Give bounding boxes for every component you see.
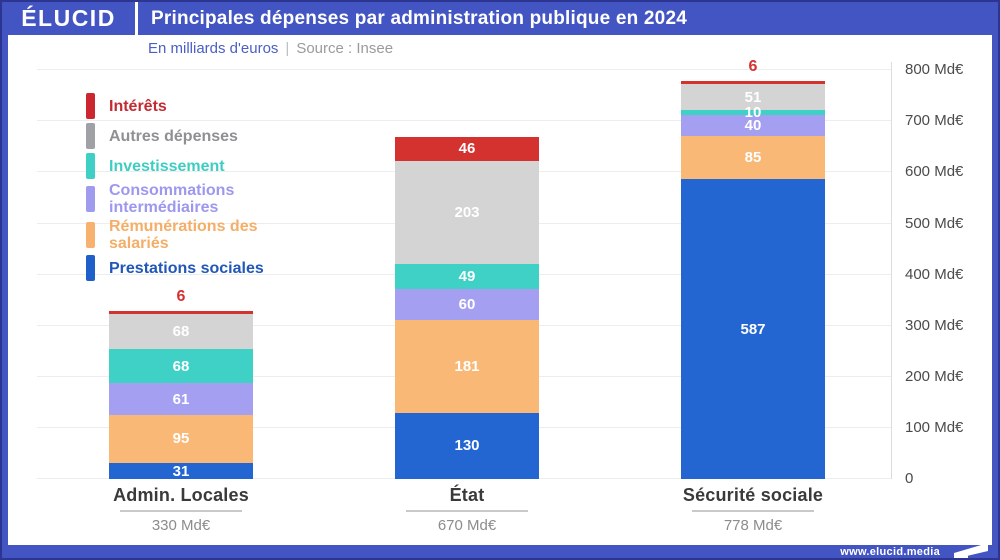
gridline (37, 120, 891, 122)
bar-segment: 46 (395, 137, 539, 161)
y-tick-label: 700 Md€ (905, 112, 964, 130)
y-tick-label: 500 Md€ (905, 214, 964, 232)
page-title: Principales dépenses par administration … (151, 7, 687, 29)
bar-segment: 203 (395, 160, 539, 265)
segment-value-label: 85 (744, 148, 762, 166)
bar-segment: 95 (109, 414, 253, 464)
segment-value-label: 49 (458, 268, 476, 286)
stacked-bar-3: 587 85 40 10 51 (681, 80, 825, 479)
y-tick-label: 800 Md€ (905, 61, 964, 79)
segment-value-label: 61 (172, 390, 190, 408)
bar-segment: 68 (109, 348, 253, 384)
legend-label: Investissement (109, 157, 225, 175)
stacked-bar-2: 130 181 60 49 203 46 (395, 137, 539, 479)
right-border (992, 35, 998, 545)
category-name: Sécurité sociale (682, 485, 824, 505)
y-tick-label: 200 Md€ (905, 367, 964, 385)
subtitle-separator: | (285, 40, 290, 57)
chart-subtitle: En milliards d'euros | Source : Insee (148, 40, 393, 57)
bar-segment: 130 (395, 412, 539, 479)
elucid-flag-icon (954, 542, 988, 558)
legend-swatch (86, 93, 95, 119)
bar-segment: 85 (681, 135, 825, 180)
legend-item: Intérêts (86, 92, 267, 120)
category-label-block: Admin. Locales 330 Md€ (61, 485, 301, 534)
category-label-block: Sécurité sociale 778 Md€ (633, 485, 873, 534)
category-underline (406, 510, 528, 512)
legend-swatch (86, 255, 95, 281)
bar-segment: 60 (395, 289, 539, 321)
y-tick-label: 0 (905, 470, 914, 487)
legend-swatch (86, 186, 95, 212)
bar-segment (109, 310, 253, 315)
segment-value-label-above: 6 (176, 287, 186, 305)
category-total: 670 Md€ (437, 517, 497, 534)
bar-segment: 40 (681, 115, 825, 136)
segment-value-label: 51 (744, 88, 762, 106)
segment-value-label-above: 6 (748, 57, 758, 75)
category-underline (692, 510, 814, 512)
segment-value-label: 46 (458, 140, 476, 158)
unit-label: En milliards d'euros (148, 40, 279, 57)
segment-value-label: 181 (454, 357, 480, 375)
segment-value-label: 31 (172, 462, 190, 480)
bar-segment: 10 (681, 105, 825, 120)
legend-swatch (86, 153, 95, 179)
y-tick-label: 100 Md€ (905, 418, 964, 436)
category-name: Admin. Locales (113, 485, 249, 505)
segment-value-label: 203 (454, 204, 480, 222)
category-underline (120, 510, 242, 512)
bar-segment: 68 (109, 314, 253, 349)
legend-swatch (86, 123, 95, 149)
footer-url: www.elucid.media (840, 545, 940, 558)
bar-segment: 31 (109, 463, 253, 479)
bar-segment: 49 (395, 264, 539, 290)
legend-swatch (86, 222, 95, 248)
legend-item: Consommations intermédiaires (86, 182, 267, 216)
legend-label: Consommations intermédiaires (109, 182, 235, 216)
category-label-block: État 670 Md€ (347, 485, 587, 534)
legend-label: Intérêts (109, 97, 167, 115)
legend-item: Investissement (86, 152, 267, 180)
legend: Intérêts Autres dépenses Investissement Con… (86, 92, 267, 282)
bar-segment: 61 (109, 383, 253, 415)
segment-value-label: 60 (458, 296, 476, 314)
header-divider (135, 2, 138, 35)
header-bar: ÉLUCID Principales dépenses par administ… (2, 2, 998, 35)
gridline (37, 69, 891, 71)
y-tick-label: 600 Md€ (905, 163, 964, 181)
legend-label: Rémunérations des salariés (109, 218, 258, 252)
category-name: État (449, 485, 485, 505)
segment-value-label: 587 (740, 320, 766, 338)
legend-item: Autres dépenses (86, 122, 267, 150)
bar-segment: 181 (395, 320, 539, 413)
segment-value-label: 68 (172, 357, 190, 375)
bar-segment (681, 80, 825, 85)
legend-item: Prestations sociales (86, 254, 267, 282)
segment-value-label: 68 (172, 322, 190, 340)
footer-bar: www.elucid.media (2, 542, 998, 558)
category-total: 330 Md€ (151, 517, 211, 534)
source-label: Source : Insee (296, 40, 394, 57)
bar-segment: 51 (681, 84, 825, 111)
legend-item: Rémunérations des salariés (86, 218, 267, 252)
segment-value-label: 130 (454, 437, 480, 455)
legend-label: Prestations sociales (109, 259, 264, 277)
stacked-bar-1: 31 95 61 68 68 (109, 310, 253, 479)
y-tick-label: 400 Md€ (905, 265, 964, 283)
segment-value-label: 95 (172, 430, 190, 448)
elucid-logo: ÉLUCID (21, 5, 116, 31)
legend-label: Autres dépenses (109, 127, 238, 145)
segment-value-label: 40 (744, 116, 762, 134)
category-total: 778 Md€ (723, 517, 783, 534)
plot-area: 6 31 95 61 68 68 130 181 60 49 203 46 6 587 85 40 10 51 (37, 58, 892, 479)
segment-value-label: 10 (744, 104, 762, 122)
left-border (2, 35, 8, 545)
bar-segment: 587 (681, 179, 825, 479)
y-tick-label: 300 Md€ (905, 316, 964, 334)
